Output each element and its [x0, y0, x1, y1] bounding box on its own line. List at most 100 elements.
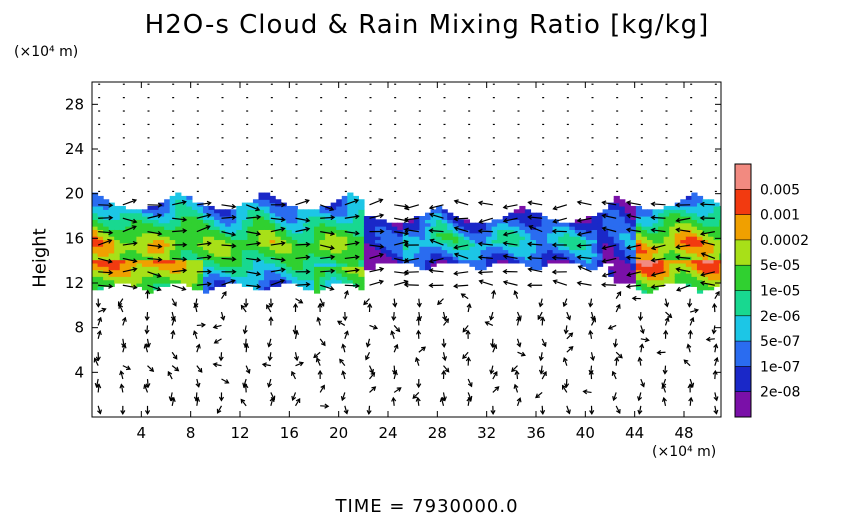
cloud-cell — [474, 242, 482, 247]
cloud-cell — [719, 272, 721, 277]
cloud-cell — [302, 276, 310, 281]
wind-arrowhead — [415, 329, 422, 335]
cloud-cell — [319, 266, 326, 271]
cloud-cell — [674, 232, 681, 237]
wind-arrowhead — [172, 301, 177, 307]
cloud-cell — [258, 226, 265, 230]
cloud-cell — [169, 249, 176, 254]
wind-arrowhead — [453, 199, 459, 205]
cloud-cell — [641, 226, 648, 230]
cloud-cell — [264, 272, 271, 277]
cloud-cell — [247, 229, 254, 234]
wind-arrowhead — [416, 302, 422, 308]
wind-arrowhead — [502, 204, 508, 210]
cloud-cell — [147, 252, 154, 257]
cloud-cell — [169, 272, 176, 277]
wind-arrow — [122, 257, 137, 262]
cloud-cell — [275, 279, 282, 284]
cloud-cell — [125, 222, 132, 227]
cloud-cell — [574, 256, 581, 261]
wind-arrow — [295, 362, 304, 367]
wind-arrow — [566, 311, 571, 320]
cloud-cell — [197, 212, 204, 217]
cloud-cell — [319, 252, 326, 257]
cloud-cell — [191, 236, 199, 241]
wind-arrow — [492, 344, 497, 353]
cloud-cell — [153, 229, 160, 234]
cloud-cell — [685, 266, 692, 271]
cloud-cell — [280, 212, 287, 217]
wind-arrow — [194, 298, 198, 307]
cloud-cell — [291, 276, 298, 281]
cloud-cell — [247, 246, 254, 251]
wind-arrow — [478, 230, 493, 233]
cloud-cell — [413, 262, 421, 267]
cloud-cell — [291, 239, 298, 244]
cloud-cell — [691, 276, 698, 281]
cloud-cell — [508, 252, 515, 257]
cloud-cell — [203, 289, 210, 294]
cloud-cell — [125, 226, 132, 230]
cloud-cell — [336, 252, 343, 257]
cloud-cell — [441, 222, 448, 227]
cloud-cell — [180, 205, 187, 210]
cloud-cell — [574, 226, 581, 230]
cloud-cell — [314, 289, 321, 294]
wind-arrow — [492, 290, 495, 299]
cloud-cell — [175, 246, 182, 251]
cloud-cell — [236, 249, 243, 254]
wind-arrow — [662, 378, 667, 387]
cloud-cell — [474, 246, 482, 251]
wind-arrowhead — [699, 201, 705, 207]
wind-arrowhead — [502, 268, 508, 275]
cloud-cell — [574, 249, 581, 254]
cloud-cell — [258, 266, 265, 271]
cloud-cell — [541, 252, 548, 257]
wind-arrow — [479, 217, 494, 223]
cloud-cell — [519, 222, 526, 227]
cloud-cell — [708, 286, 715, 291]
wind-arrowhead — [292, 302, 299, 308]
cloud-cell — [208, 209, 215, 214]
wind-arrowhead — [256, 257, 262, 263]
wind-arrowhead — [218, 396, 225, 402]
cloud-cell — [136, 219, 143, 224]
cloud-cell — [275, 209, 282, 214]
cloud-cell — [402, 249, 409, 254]
cloud-cell — [169, 209, 176, 214]
wind-arrow — [172, 201, 186, 206]
wind-arrowhead — [601, 213, 607, 219]
cloud-cell — [702, 229, 709, 234]
wind-arrow — [220, 311, 225, 320]
cloud-cell — [430, 262, 437, 267]
wind-arrow — [467, 304, 471, 313]
cloud-cell — [647, 272, 654, 277]
cloud-cell — [169, 205, 176, 210]
cloud-cell — [208, 283, 215, 287]
wind-arrowhead — [315, 357, 321, 363]
cloud-cell — [236, 272, 243, 277]
cloud-cell — [658, 246, 665, 251]
wind-arrow — [294, 352, 298, 361]
cloud-cell — [164, 279, 171, 284]
cloud-cell — [402, 256, 409, 261]
cloud-cell — [480, 226, 487, 230]
cloud-cell — [125, 246, 132, 251]
cloud-cell — [302, 252, 310, 257]
wind-arrow — [462, 325, 469, 333]
cloud-cell — [302, 232, 310, 237]
cloud-cell — [119, 212, 126, 217]
wind-arrowhead — [95, 302, 101, 308]
cloud-cell — [191, 249, 199, 254]
cloud-cell — [230, 212, 237, 217]
cloud-cell — [619, 272, 626, 277]
wind-arrow — [270, 257, 285, 261]
cloud-cell — [702, 246, 709, 251]
wind-arrowhead — [675, 202, 680, 208]
cloud-cell — [191, 269, 199, 274]
cloud-cell — [680, 259, 687, 264]
wind-arrowhead — [168, 396, 174, 402]
cloud-cell — [680, 239, 687, 244]
cloud-cell — [141, 246, 149, 251]
